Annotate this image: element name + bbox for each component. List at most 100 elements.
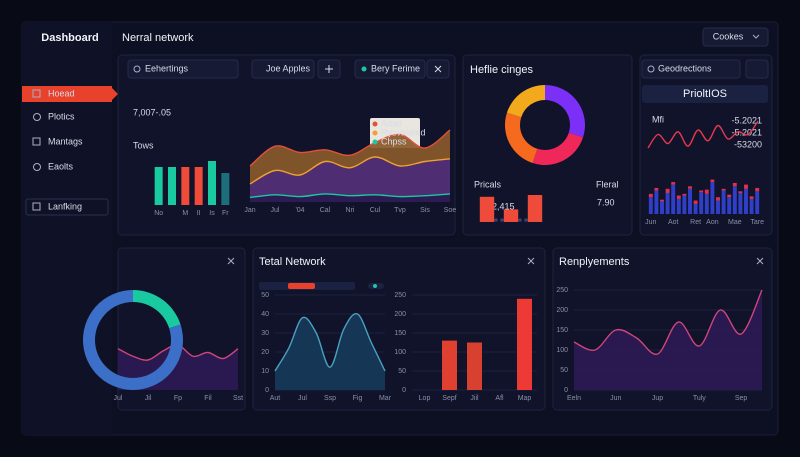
bar-segment [693, 203, 698, 214]
bar-segment [749, 198, 754, 214]
bar [208, 161, 216, 205]
x-tick-label: II [197, 210, 201, 217]
nav-item[interactable]: Lanfking [48, 201, 82, 211]
search-box[interactable] [127, 59, 239, 79]
line-label: Mfi [652, 114, 664, 124]
app-title: Dashboard [41, 32, 98, 44]
bar [181, 167, 190, 205]
panel-title: Renplyements [559, 256, 630, 268]
bar-segment [704, 193, 709, 214]
y-tick-label: 250 [394, 292, 406, 299]
bar-segment [699, 192, 704, 214]
bar-segment [654, 190, 659, 214]
x-tick-label: Jan [244, 207, 255, 214]
line [647, 120, 759, 149]
x-tick-label: Jun [610, 395, 621, 402]
line [274, 312, 386, 372]
plus-icon [325, 65, 333, 73]
x-tick-label: Jiil [470, 395, 479, 402]
y-tick-label: 0 [402, 387, 406, 394]
x-tick-label: Tare [750, 219, 764, 226]
x-tick-label: Fil [204, 395, 212, 402]
header-box [642, 85, 768, 103]
dropdown-label[interactable]: Cookes [713, 31, 744, 41]
nav-icons [32, 89, 41, 211]
legend-label: Adad [381, 118, 402, 128]
bar-segment [682, 193, 687, 196]
bar-segment [676, 198, 681, 214]
bar-segment [749, 196, 754, 199]
nav-item[interactable]: Hoead [48, 88, 75, 98]
x-tick-label: Fp [174, 395, 182, 402]
stat-value: 2,415 [492, 201, 515, 211]
dropdown[interactable] [702, 27, 769, 47]
legend-label: Rysvalated [381, 127, 426, 137]
bar-segment [732, 182, 737, 187]
y-tick-label: 50 [261, 292, 269, 299]
kpi-label: Tows [133, 140, 154, 150]
bar [168, 167, 176, 205]
panel-title: Tetal Network [259, 256, 326, 268]
progress-fill [288, 283, 315, 289]
bar [503, 209, 519, 222]
close-icon[interactable] [227, 257, 235, 265]
area [250, 156, 450, 202]
bar-segment [648, 193, 653, 198]
x-tick-label: Soe [444, 207, 457, 214]
panel-title: PrioltIOS [683, 88, 727, 100]
search-text[interactable]: Geodrections [658, 63, 712, 73]
tag[interactable] [354, 59, 426, 79]
bar-segment [721, 190, 726, 214]
x-tick-label: Cal [320, 207, 331, 214]
y-tick-label: 150 [394, 330, 406, 337]
bar-segment [648, 197, 653, 214]
nav-item[interactable]: Eaolts [48, 161, 74, 171]
x-tick-label: Jil [145, 395, 152, 402]
tag-label[interactable]: Bery Ferime [371, 63, 420, 73]
bar-segment [688, 186, 692, 189]
bar [194, 167, 203, 205]
menu-button[interactable] [745, 59, 769, 79]
bar [442, 340, 457, 390]
nav-item[interactable]: Plotics [48, 111, 75, 121]
x-tick-label: Map [518, 395, 532, 402]
search-box[interactable] [641, 59, 741, 79]
y-tick-label: 200 [394, 311, 406, 318]
tag-label[interactable]: Joe Apples [266, 63, 311, 73]
x-tick-label: Sep [735, 395, 748, 402]
bar-segment [665, 188, 670, 193]
nav-box[interactable] [25, 198, 109, 216]
bar-segment [704, 189, 709, 194]
tag[interactable] [251, 59, 315, 79]
stat-label: Fleral [596, 179, 619, 189]
y-tick-label: 0 [265, 387, 269, 394]
bar-segment [732, 186, 737, 214]
bar-segment [716, 200, 720, 214]
x-tick-label: Fig [353, 395, 363, 402]
nav-active[interactable] [22, 86, 112, 102]
line [249, 193, 451, 199]
nav-item[interactable]: Mantags [48, 136, 83, 146]
bar [221, 173, 230, 205]
dropdown-caret [752, 34, 760, 39]
stat: -5.2021 [731, 127, 762, 137]
bar-segment [710, 182, 715, 214]
bar-segment [716, 197, 720, 201]
legend-label: Chpss [381, 136, 407, 146]
x-tick-label: Sis [420, 207, 430, 214]
bar [517, 298, 532, 390]
search-text[interactable]: Eehertings [145, 63, 189, 73]
close-icon[interactable] [756, 257, 764, 265]
y-tick-label: 30 [261, 330, 269, 337]
x-tick-label: Afl [495, 395, 504, 402]
y-tick-label: 50 [560, 367, 568, 374]
x-tick-label: Mar [379, 395, 392, 402]
close-icon[interactable] [527, 257, 535, 265]
x-tick-label: Aut [270, 395, 281, 402]
bar-segment [738, 193, 743, 214]
x-tick-label: Is [209, 210, 215, 217]
area [574, 290, 762, 390]
slice [532, 132, 584, 165]
legend-swatch [372, 121, 378, 127]
bar-segment [671, 184, 676, 214]
